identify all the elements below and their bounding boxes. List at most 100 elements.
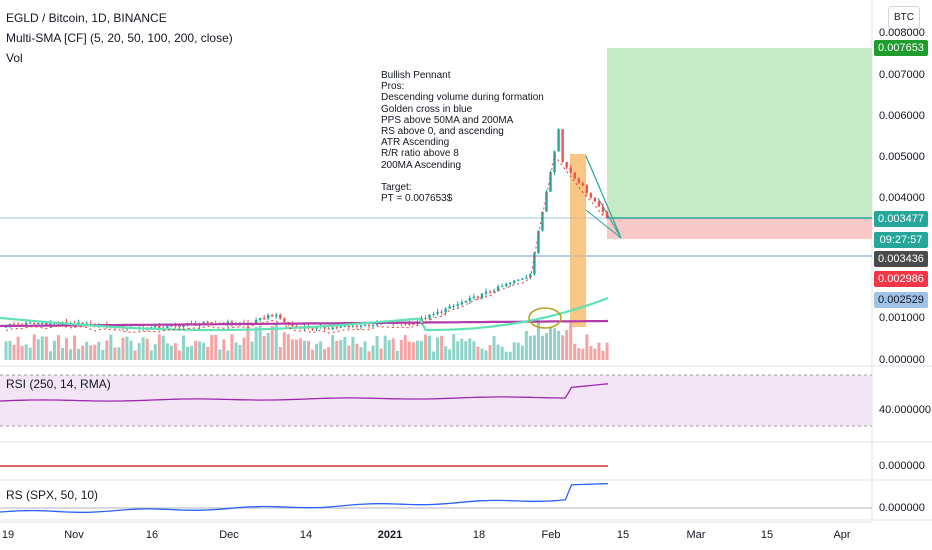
volume-bar <box>278 347 282 360</box>
volume-bar <box>97 341 101 360</box>
price-axis-label: 0.005000 <box>879 151 925 163</box>
candle-body <box>279 314 282 319</box>
candle-body <box>500 286 504 288</box>
candle-body <box>367 324 371 326</box>
candle-body <box>49 322 52 325</box>
volume-bar <box>528 335 532 360</box>
volume-bar <box>444 346 448 360</box>
volume-bar <box>432 351 436 360</box>
time-label: Mar <box>686 529 706 541</box>
candle-body <box>295 325 298 327</box>
price-axis-label: 0.001000 <box>879 312 925 324</box>
volume-bar <box>161 335 165 360</box>
candle-body <box>347 325 351 327</box>
sma-legend[interactable]: Multi-SMA [CF] (5, 20, 50, 100, 200, clo… <box>6 31 233 45</box>
volume-bar <box>254 327 258 360</box>
profit-zone[interactable] <box>607 48 872 218</box>
volume-bar <box>347 345 351 360</box>
volume-bar <box>504 351 508 360</box>
volume-legend[interactable]: Vol <box>6 51 23 65</box>
volume-bar <box>40 336 44 360</box>
volume-bar <box>65 338 69 360</box>
volume-bar <box>581 348 585 360</box>
candle-body <box>335 327 338 329</box>
volume-bar <box>89 345 93 360</box>
rsi-legend[interactable]: RSI (250, 14, RMA) <box>6 377 111 391</box>
pennant-lower <box>585 209 622 239</box>
candle-body <box>408 323 411 325</box>
volume-bar <box>319 341 323 360</box>
time-label: Feb <box>541 529 561 541</box>
time-label: 19 <box>1 529 15 541</box>
volume-bar <box>202 342 206 360</box>
volume-bar <box>508 351 512 360</box>
volume-bar <box>423 334 427 360</box>
volume-bar <box>597 342 601 360</box>
moving-averages <box>0 154 609 334</box>
candle-body <box>351 325 355 327</box>
volume-bar <box>206 346 210 360</box>
candle-body <box>158 325 161 329</box>
candle-body <box>541 211 544 231</box>
target-price-tag: 0.007653 <box>874 40 928 56</box>
volume-bar <box>77 348 81 360</box>
volume-bar <box>452 334 456 360</box>
volume-bar <box>367 351 371 360</box>
note-line: Target: <box>381 181 412 193</box>
volume-bar <box>113 347 117 360</box>
volume-bar <box>24 344 28 360</box>
volume-bar <box>363 341 367 360</box>
candle-body <box>553 151 556 173</box>
currency-badge[interactable]: BTC <box>888 6 920 30</box>
line-price-tag: 0.003436 <box>874 251 928 267</box>
candle-body <box>480 293 484 298</box>
volume-bar <box>234 342 238 360</box>
candle-body <box>166 325 169 328</box>
candle-body <box>170 325 173 327</box>
volume-bar <box>153 344 157 360</box>
candle-body <box>371 325 375 327</box>
candle-body <box>359 325 363 327</box>
volume-bar <box>565 330 569 360</box>
volume-bar <box>540 335 544 360</box>
volume-bar <box>56 335 60 360</box>
volume-bar <box>460 338 464 360</box>
volume-bar <box>557 330 561 360</box>
rs-legend[interactable]: RS (SPX, 50, 10) <box>6 488 99 502</box>
candle-body <box>206 322 209 324</box>
volume-bar <box>536 319 540 360</box>
volume-bar <box>379 348 383 360</box>
candle-body <box>258 318 262 320</box>
volume-bar <box>157 334 161 360</box>
volume-bar <box>524 330 528 360</box>
candle-body <box>601 206 605 212</box>
candle-body <box>24 322 28 325</box>
analysis-note[interactable]: Bullish Pennant Pros: Descending volume du… <box>381 70 544 204</box>
candle-body <box>577 178 580 184</box>
volume-bar <box>544 333 548 360</box>
loss-zone[interactable] <box>607 218 872 239</box>
candle-body <box>291 323 294 326</box>
candle-body <box>468 298 472 301</box>
volume-bar <box>210 335 214 360</box>
volume-bar <box>589 345 593 360</box>
volume-bar <box>137 343 141 360</box>
candle-body <box>266 314 270 319</box>
volume-bar <box>371 345 375 360</box>
price-axis-label: 0.006000 <box>879 110 925 122</box>
volume-bar <box>500 346 504 360</box>
volume-bar <box>165 343 169 360</box>
volume-bar <box>194 340 198 360</box>
candle-body <box>424 317 427 319</box>
candle-body <box>476 296 480 298</box>
time-label: Dec <box>219 529 239 541</box>
volume-bar <box>302 340 306 360</box>
volume-bar <box>516 342 520 360</box>
volume-bar <box>472 341 476 360</box>
volume-bar <box>464 341 468 360</box>
volume-bars <box>4 319 609 360</box>
candle-body <box>436 311 439 314</box>
volume-bar <box>69 349 73 360</box>
volume-bar <box>125 336 129 360</box>
